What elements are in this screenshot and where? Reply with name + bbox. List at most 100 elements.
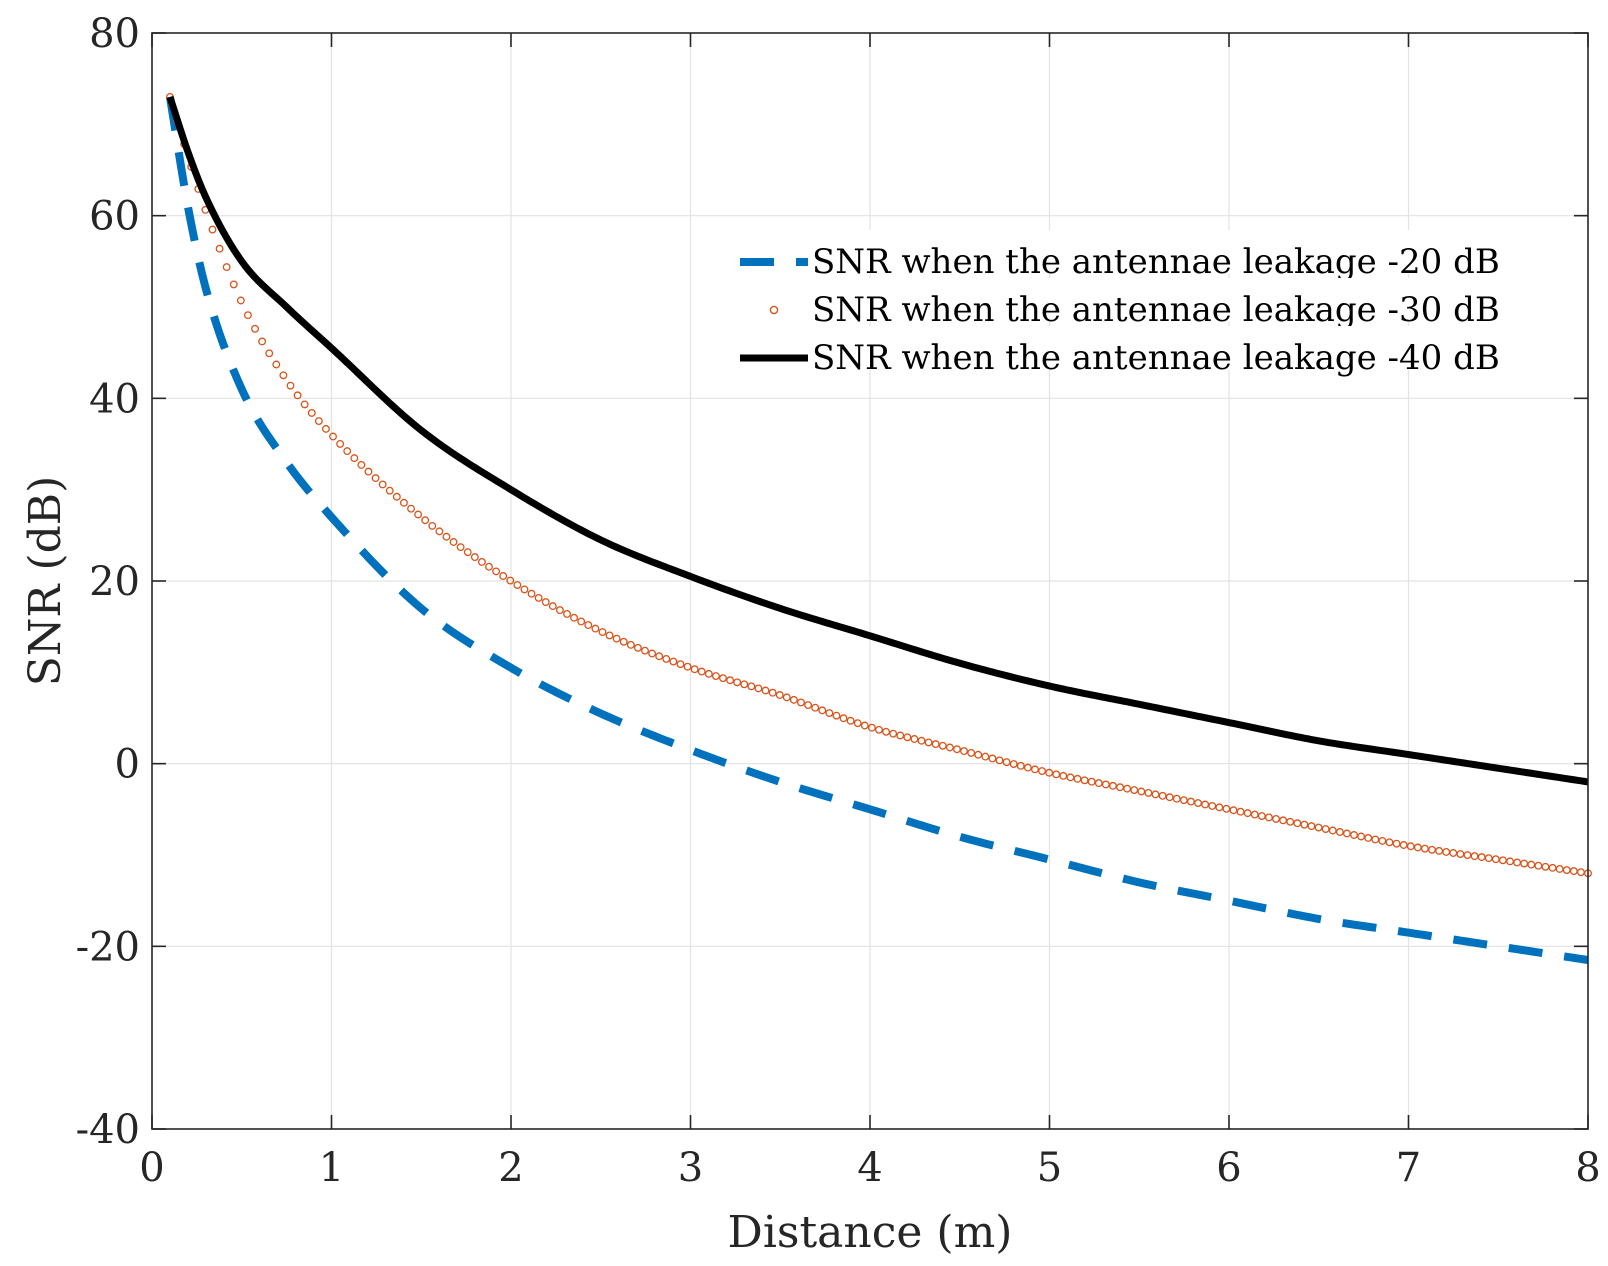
data-point (1442, 847, 1451, 856)
data-point (1130, 786, 1139, 794)
data-point (641, 646, 649, 655)
data-point (1300, 820, 1309, 829)
data-point (1144, 788, 1153, 797)
data-point (314, 417, 323, 426)
data-point (1073, 774, 1082, 783)
legend-text-backing (800, 326, 1482, 370)
data-point (1335, 828, 1344, 836)
data-point (995, 756, 1004, 765)
legend-text-backing (800, 278, 1482, 322)
data-point (499, 572, 508, 580)
data-point (343, 447, 352, 456)
legend-text-backing (800, 230, 1482, 274)
data-point (1342, 829, 1351, 838)
data-point (967, 748, 976, 757)
data-point (825, 709, 834, 717)
data-point (477, 558, 486, 566)
data-point (875, 725, 883, 734)
data-point (1541, 862, 1550, 871)
data-point (307, 408, 316, 417)
data-point (1286, 817, 1295, 826)
data-point (1513, 858, 1522, 867)
data-point (1548, 863, 1557, 872)
data-point (1151, 790, 1160, 799)
data-point (236, 296, 245, 305)
data-point (981, 752, 990, 761)
data-point (1428, 845, 1436, 854)
data-point (797, 698, 805, 707)
data-point (1364, 834, 1373, 842)
data-point (1385, 838, 1394, 847)
data-point (1080, 776, 1089, 785)
data-point (882, 727, 891, 736)
data-point (1009, 760, 1018, 768)
x-tick-label: 2 (498, 1145, 523, 1191)
data-point (740, 680, 749, 689)
data-point (804, 701, 813, 709)
data-point (924, 738, 933, 747)
data-point (258, 337, 267, 346)
x-tick-label: 6 (1216, 1145, 1241, 1191)
data-point (470, 553, 479, 562)
data-point (1371, 835, 1380, 844)
data-point (1392, 839, 1401, 848)
data-point (1066, 773, 1075, 782)
data-point (1087, 777, 1096, 786)
data-point (378, 480, 387, 489)
data-point (1250, 810, 1259, 819)
data-point (456, 543, 465, 552)
data-point (676, 660, 685, 669)
data-point (626, 640, 635, 649)
data-point (1484, 854, 1493, 863)
data-point (548, 602, 557, 611)
data-point (1023, 763, 1032, 772)
data-point (832, 711, 841, 720)
data-point (357, 460, 366, 469)
data-point (1229, 806, 1238, 815)
y-tick-label: 40 (89, 376, 140, 422)
legend: SNR when the antennae leakage -20 dB SNR … (740, 230, 1500, 378)
data-point (591, 624, 600, 633)
data-point (1158, 791, 1167, 800)
data-point (1222, 804, 1231, 813)
data-point (421, 516, 430, 525)
data-point (399, 498, 408, 507)
data-point (1194, 799, 1202, 807)
data-point (1052, 770, 1061, 779)
data-point (917, 736, 926, 745)
y-tick-label: 80 (89, 11, 140, 57)
data-point (1123, 784, 1132, 793)
data-point (243, 311, 252, 320)
x-tick-label: 5 (1037, 1145, 1062, 1191)
data-point (392, 492, 401, 501)
data-point (1449, 849, 1458, 857)
data-point (1264, 813, 1273, 822)
data-point (811, 703, 820, 712)
data-point (1555, 864, 1564, 873)
data-point (938, 741, 947, 750)
data-point (860, 721, 869, 730)
data-point (789, 695, 798, 704)
data-point (960, 747, 969, 756)
data-point (1328, 826, 1337, 835)
data-point (229, 280, 238, 289)
data-point (385, 486, 394, 495)
grid-layer (152, 33, 1588, 1129)
data-point (1491, 855, 1500, 864)
data-point (1257, 812, 1266, 820)
data-point (1506, 857, 1514, 866)
data-point (1272, 814, 1280, 823)
x-tick-label: 4 (857, 1145, 882, 1191)
x-tick-label: 3 (678, 1145, 703, 1191)
series-circles-2 (165, 92, 1592, 878)
data-point (251, 324, 259, 333)
data-point (719, 674, 727, 683)
data-point (1498, 856, 1507, 865)
data-point (648, 649, 657, 658)
data-point (711, 672, 720, 680)
data-point (1420, 844, 1429, 853)
data-point (768, 688, 777, 697)
data-point (1165, 793, 1174, 802)
data-point (1477, 853, 1486, 862)
